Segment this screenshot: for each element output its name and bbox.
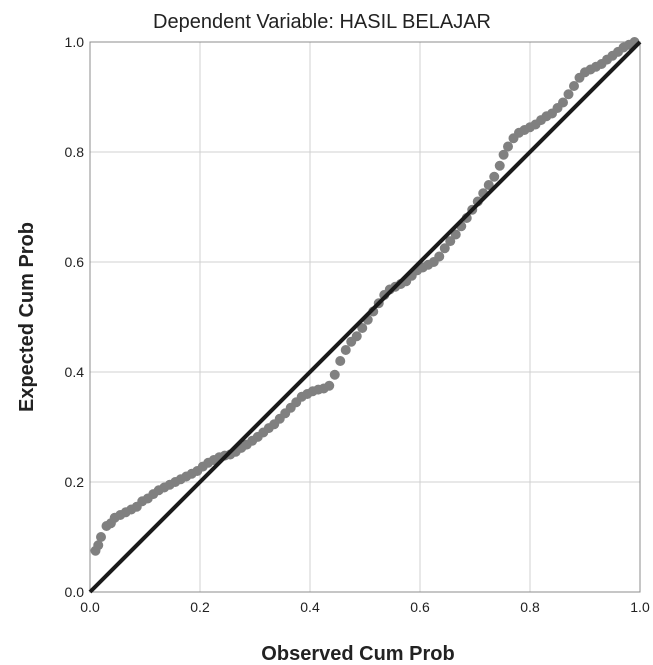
data-point	[445, 236, 456, 247]
data-point	[351, 331, 362, 342]
data-point	[569, 81, 579, 91]
data-point	[503, 141, 513, 152]
y-tick-label: 0.2	[65, 474, 85, 490]
data-point	[439, 243, 450, 254]
data-point	[357, 323, 368, 333]
data-point	[335, 356, 346, 366]
y-tick-label: 0.4	[65, 364, 85, 380]
data-point	[324, 380, 335, 391]
data-points	[90, 37, 640, 556]
data-point	[93, 540, 104, 551]
x-tick-labels: 0.0 0.2 0.4 0.6 0.8 1.0	[80, 599, 650, 615]
y-tick-label: 0.6	[65, 254, 85, 270]
y-tick-labels: 0.0 0.2 0.4 0.6 0.8 1.0	[65, 34, 85, 600]
data-point	[558, 97, 568, 108]
x-tick-label: 0.0	[80, 599, 100, 615]
x-tick-label: 0.2	[190, 599, 210, 615]
data-point	[498, 149, 509, 160]
data-point	[563, 89, 574, 100]
chart-title: Dependent Variable: HASIL BELAJAR	[153, 11, 491, 33]
x-tick-label: 0.6	[410, 599, 430, 615]
data-point	[450, 229, 461, 240]
data-point	[434, 251, 445, 262]
x-axis-label: Observed Cum Prob	[261, 643, 454, 665]
y-tick-label: 1.0	[65, 34, 85, 50]
reference-line	[88, 40, 642, 594]
data-point	[96, 532, 106, 542]
data-point	[489, 171, 500, 182]
data-point	[329, 369, 340, 380]
y-tick-label: 0.8	[65, 144, 85, 160]
y-tick-label: 0.0	[65, 584, 85, 600]
x-tick-label: 0.4	[300, 599, 320, 615]
data-point	[340, 345, 351, 355]
y-axis-label: Expected Cum Prob	[16, 222, 38, 412]
plot-frame	[89, 41, 641, 593]
x-tick-label: 0.8	[520, 599, 540, 615]
x-tick-label: 1.0	[630, 599, 650, 615]
data-point	[494, 160, 505, 171]
data-point	[483, 180, 494, 190]
